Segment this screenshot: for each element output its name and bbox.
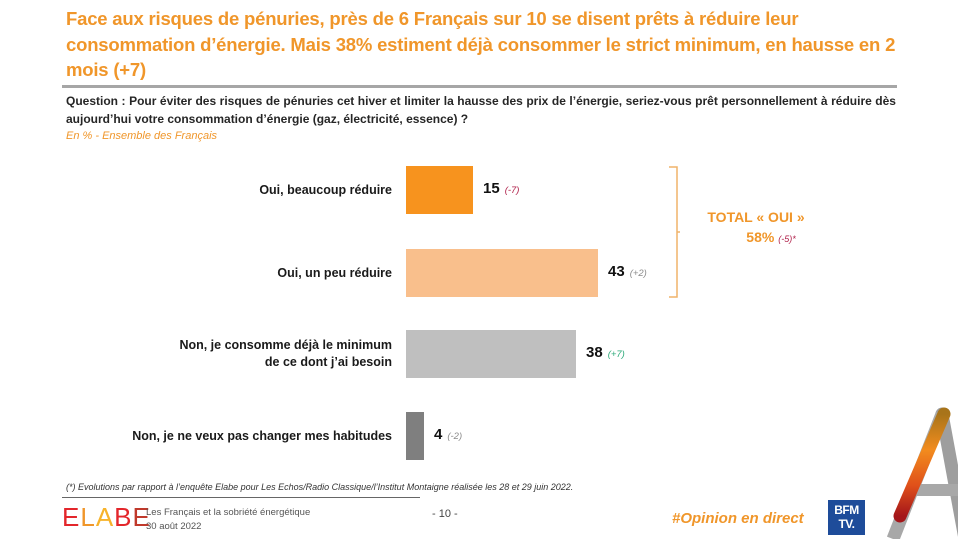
category-label-line: de ce dont j’ai besoin: [264, 355, 392, 369]
page-number: - 10 -: [432, 508, 458, 520]
bfmtv-logo: BFM TV.: [828, 500, 865, 535]
delta-label: (-2): [447, 431, 463, 442]
total-label: TOTAL « OUI »: [707, 209, 805, 225]
footnote: (*) Evolutions par rapport à l’enquête E…: [66, 482, 574, 492]
value-number: 43: [608, 263, 625, 280]
delta-label: (-7): [504, 185, 520, 196]
footer-study: Les Français et la sobriété énergétique …: [146, 506, 310, 534]
study-title: Les Français et la sobriété énergétique: [146, 507, 311, 518]
header-separator: [62, 85, 897, 88]
value-number: 4: [434, 426, 443, 443]
total-value: 58%: [746, 229, 775, 245]
total-oui: TOTAL « OUI » 58% (-5)*: [700, 207, 812, 249]
logo-letter: E: [132, 502, 151, 532]
bar: [406, 166, 473, 214]
logo-letter: E: [62, 502, 81, 532]
value-label: 15 (-7): [483, 180, 519, 197]
question-body: Pour éviter des risques de pénuries cet …: [66, 94, 896, 126]
category-label-line: Oui, beaucoup réduire: [259, 182, 392, 197]
value-label: 38 (+7): [586, 344, 625, 361]
question-label: Question :: [66, 94, 126, 108]
category-label-line: Oui, un peu réduire: [277, 265, 392, 280]
bfm-line1: BFM: [834, 503, 859, 517]
total-value-line: 58% (-5)*: [700, 227, 812, 249]
category-label: Oui, un peu réduire: [277, 265, 392, 282]
value-number: 15: [483, 180, 500, 197]
value-number: 38: [586, 344, 603, 361]
logo-letter: L: [80, 502, 96, 532]
logo-letter: A: [95, 502, 115, 532]
logo-letter: B: [114, 502, 133, 532]
value-label: 43 (+2): [608, 263, 647, 280]
delta-label: (+7): [607, 349, 625, 360]
hashtag: #Opinion en direct: [672, 510, 804, 527]
bar: [406, 412, 424, 460]
category-label-line: Non, je consomme déjà le minimum: [179, 338, 392, 352]
headline: Face aux risques de pénuries, près de 6 …: [66, 8, 896, 80]
category-label: Non, je consomme déjà le minimum de ce do…: [179, 337, 392, 371]
category-label: Non, je ne veux pas changer mes habitude…: [132, 428, 392, 445]
value-label: 4 (-2): [434, 426, 462, 443]
study-date: 30 août 2022: [146, 521, 202, 532]
decorative-a-icon: [886, 407, 958, 539]
bar: [406, 330, 576, 378]
category-label: Oui, beaucoup réduire: [259, 182, 392, 199]
question-text: Question : Pour éviter des risques de pé…: [66, 92, 896, 128]
base-note: En % - Ensemble des Français: [66, 130, 218, 142]
bar: [406, 249, 598, 297]
delta-label: (+2): [629, 268, 647, 279]
bfm-line2: TV.: [838, 517, 855, 531]
total-brace: [669, 166, 680, 298]
footer-separator: [62, 497, 420, 498]
category-label-line: Non, je ne veux pas changer mes habitude…: [132, 428, 392, 443]
total-delta: (-5)*: [778, 234, 796, 244]
elabe-logo: ELABE: [62, 503, 151, 531]
